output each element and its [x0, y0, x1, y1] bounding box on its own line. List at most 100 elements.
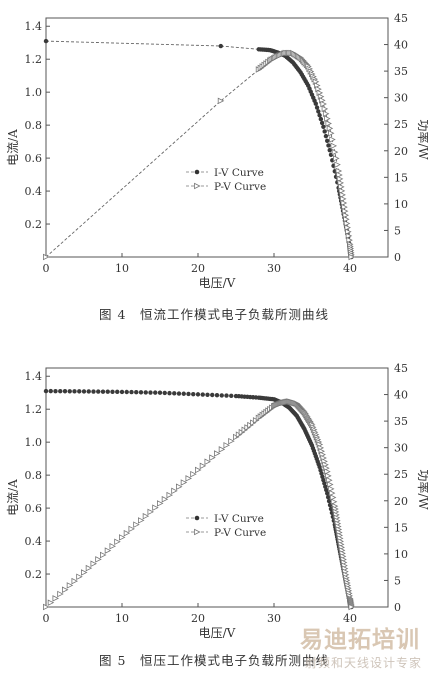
- legend: I-V Curve P-V Curve: [186, 513, 266, 539]
- pv-data-point: [157, 500, 164, 507]
- iv-data-point: [319, 120, 325, 126]
- pv-data-point: [329, 136, 336, 143]
- iv-data-point: [43, 388, 49, 394]
- iv-data-point: [167, 390, 172, 396]
- pv-data-point: [128, 525, 135, 533]
- x-tick-label: 10: [115, 612, 129, 625]
- iv-data-point: [186, 391, 191, 397]
- iv-data-point: [115, 389, 120, 395]
- pv-data-point: [341, 207, 349, 215]
- caption-figure-4: 图 4 恒流工作模式电子负载所测曲线: [99, 307, 329, 322]
- iv-data-point: [219, 393, 224, 398]
- y-left-tick-label: 0.2: [25, 218, 43, 231]
- pv-data-point: [346, 236, 353, 244]
- iv-data-point: [326, 143, 331, 148]
- pv-data-point: [339, 191, 346, 199]
- watermark-logo-text: 易迪拓培训: [300, 627, 420, 653]
- legend: I-V Curve P-V Curve: [186, 167, 266, 193]
- chart-figure-5: 0 10 20 30 40 0.2 0.4 0.6 0.8 1.0 1.2 1.4 0 5 10 15 20 25…: [6, 362, 428, 640]
- y-left-tick-label: 0.4: [25, 535, 43, 548]
- pv-data-point: [325, 120, 332, 127]
- pv-data-point: [100, 551, 107, 559]
- x-tick-label: 30: [267, 262, 281, 275]
- y-right-axis-label: 功率/W: [416, 469, 428, 510]
- y-right-tick-label: 35: [394, 415, 408, 428]
- iv-data-point: [91, 389, 96, 394]
- iv-data-point: [200, 392, 205, 397]
- pv-data-point: [343, 220, 351, 227]
- iv-data-point: [324, 487, 329, 493]
- plot-frame: [45, 367, 389, 608]
- watermark: 易迪拓培训 射频和天线设计专家: [266, 618, 426, 674]
- y-right-tick-label: 0: [394, 601, 401, 614]
- pv-data-point: [321, 105, 329, 113]
- y-left-axis-label: 电流/A: [6, 479, 20, 516]
- y-right-tick-label: 45: [394, 362, 408, 375]
- pv-data-point: [171, 487, 178, 495]
- iv-data-point: [58, 388, 63, 394]
- pv-data-point: [343, 216, 350, 223]
- pv-data-point: [340, 195, 347, 203]
- iv-data-point: [67, 389, 72, 394]
- legend-marker: [194, 528, 201, 536]
- x-tick-label: 30: [267, 612, 281, 625]
- iv-data-point: [72, 389, 77, 394]
- y-right-tick-label: 5: [394, 574, 401, 587]
- y-right-tick-label: 20: [394, 145, 408, 158]
- iv-data-point: [86, 389, 91, 394]
- y-right-tick-label: 45: [394, 12, 408, 25]
- iv-data-point: [143, 390, 148, 395]
- y-left-tick-label: 1.4: [25, 20, 43, 33]
- y-right-tick-label: 20: [394, 495, 408, 508]
- pv-data-point: [176, 483, 183, 490]
- pv-data-point: [152, 504, 159, 511]
- pv-data-point: [190, 470, 197, 478]
- pv-data-point: [47, 599, 55, 606]
- iv-data-point: [317, 464, 322, 470]
- pv-data-point: [199, 462, 207, 470]
- iv-data-point: [138, 390, 144, 395]
- pv-data-point: [331, 148, 339, 156]
- pv-data-point: [95, 556, 102, 563]
- pv-data-point: [348, 603, 356, 611]
- pv-data-point: [185, 475, 192, 482]
- legend-label-pv: P-V Curve: [214, 181, 266, 193]
- iv-data-point: [321, 124, 326, 129]
- y-left-tick-label: 0.4: [25, 185, 43, 198]
- iv-data-point: [210, 392, 215, 398]
- pv-data-point: [85, 564, 93, 572]
- iv-data-point: [148, 390, 153, 395]
- pv-data-point: [218, 446, 226, 453]
- legend-marker: [194, 169, 200, 175]
- pv-data-point: [52, 595, 59, 602]
- pv-data-point: [142, 512, 150, 520]
- y-left-tick-label: 1.2: [25, 53, 43, 66]
- pv-data-point: [328, 485, 335, 493]
- y-right-tick-label: 25: [394, 118, 408, 131]
- iv-data-point: [327, 147, 332, 153]
- figure-4: 0 10 20 30 40 0.2 0.4 0.6 0.8 1.0 1.2 1.4 0 5 10 15 20 25…: [0, 0, 428, 300]
- y-left-tick-label: 1.4: [25, 370, 43, 383]
- pv-data-point: [209, 454, 216, 461]
- iv-data-point: [110, 389, 115, 394]
- iv-data-point: [318, 467, 323, 473]
- y-left-tick-label: 0.8: [25, 469, 43, 482]
- iv-data-point: [48, 388, 53, 394]
- y-left-tick-label: 1.0: [25, 86, 43, 99]
- y-left-tick-label: 0.6: [25, 502, 43, 515]
- pv-data-point: [348, 253, 356, 261]
- iv-data-point: [323, 484, 328, 489]
- pv-data-point: [66, 582, 74, 589]
- y-left-axis-label: 电流/A: [6, 129, 20, 166]
- y-right-tick-label: 0: [394, 251, 401, 264]
- pv-data-point: [166, 491, 173, 499]
- pv-data-point: [320, 100, 327, 108]
- pv-data-point: [345, 228, 352, 236]
- y-right-tick-label: 30: [394, 92, 408, 105]
- x-tick-label: 20: [191, 262, 205, 275]
- y-right-axis-label: 功率/W: [416, 119, 428, 160]
- x-tick-label: 40: [343, 262, 357, 275]
- chart-figure-4: 0 10 20 30 40 0.2 0.4 0.6 0.8 1.0 1.2 1.4 0 5 10 15 20 25…: [6, 12, 428, 290]
- pv-data-point: [138, 517, 145, 524]
- pv-data-point: [334, 161, 341, 168]
